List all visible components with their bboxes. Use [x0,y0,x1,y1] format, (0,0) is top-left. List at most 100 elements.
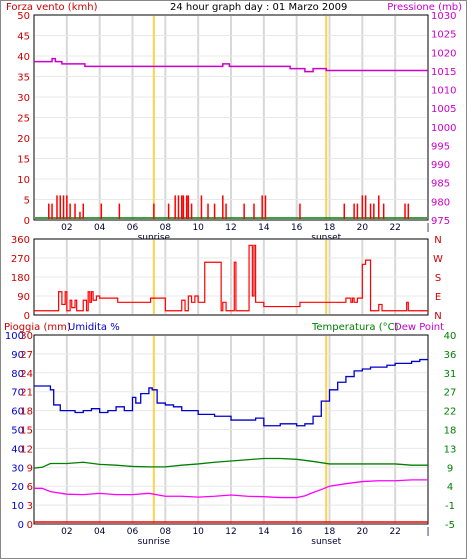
wind-tick-label: 50 [17,11,30,22]
humidity-tick-label: 60 [11,407,24,418]
rain-tick-label: 3 [27,501,33,512]
x-tick-label: 22 [389,527,400,537]
humidity-tick-label: 90 [11,350,24,361]
humidity-axis-label: Umidita % [68,322,120,333]
rain-tick-label: 6 [27,482,33,493]
wind-direction-line [34,244,428,312]
wind-tick-label: 20 [17,134,30,145]
pressure-tick-label: 1005 [431,104,456,115]
x-tick-label: 02 [61,527,72,537]
pressure-tick-label: 1000 [431,123,456,134]
x-tick-label: 12 [225,223,236,233]
humidity-tick-label: 100 [5,331,24,342]
sunrise-label: sunrise [138,233,171,243]
x-tick-label: 02 [61,223,72,233]
x-tick-label: | [426,223,429,233]
pressure-line [34,57,428,73]
direction-tick-label: 270 [11,254,30,265]
pressure-tick-label: 1010 [431,86,456,97]
humidity-tick-label: 50 [11,426,24,437]
sunset-label: sunset [311,537,341,547]
wind-tick-label: 30 [17,93,30,104]
temperature-tick-label: 22 [444,407,457,418]
pressure-tick-label: 1030 [431,11,456,22]
x-tick-label: 08 [160,223,172,233]
direction-tick-label: 360 [11,235,30,246]
compass-label: N [434,311,441,322]
temperature-tick-label: 27 [444,388,457,399]
temperature-tick-label: -5 [445,520,455,531]
x-tick-label: | [426,527,429,537]
humidity-line [34,358,428,427]
direction-tick-label: 180 [11,273,30,284]
compass-label: E [435,292,441,303]
humidity-tick-label: 10 [11,501,24,512]
temperature-tick-label: 40 [444,331,457,342]
wind-tick-label: 35 [17,73,30,84]
humidity-tick-label: 80 [11,369,24,380]
wind-tick-label: 40 [17,52,30,63]
temperature-tick-label: 18 [444,426,457,437]
pressure-tick-label: 995 [431,141,450,152]
rain-tick-label: 15 [20,426,33,437]
x-tick-label: 20 [357,223,369,233]
sunset-label: sunset [311,233,341,243]
x-tick-label: 14 [258,223,270,233]
chart-title: 24 hour graph day : 01 Marzo 2009 [170,2,347,13]
dewpoint-axis-label: Dew Point [394,322,444,333]
wind-pressure-panel: 02 04 06 08 10 12 14 16 18 20 22 | sunrise sunset 0 5 10… [17,11,456,243]
x-tick-label: 12 [225,527,236,537]
x-tick-label: 06 [127,527,139,537]
compass-label: W [433,254,443,265]
x-tick-label: 20 [357,527,369,537]
temperature-tick-label: 13 [444,444,457,455]
rain-humidity-temperature-panel: 02 04 06 08 10 12 14 16 18 20 22 |sunrise sunset0102… [5,331,456,547]
x-tick-label: 04 [94,223,106,233]
wind-tick-label: 25 [17,114,30,125]
pressure-axis-label: Pressione (mb) [387,2,462,13]
rain-tick-label: 21 [20,388,33,399]
humidity-tick-label: 40 [11,444,24,455]
temperature-axis-label: Temperatura (°C) [311,322,399,333]
humidity-tick-label: 30 [11,463,24,474]
rain-tick-label: 0 [27,520,33,531]
dewpoint-line [34,479,428,499]
x-tick-label: 18 [324,223,336,233]
pressure-tick-label: 980 [431,197,450,208]
rain-tick-label: 27 [20,350,33,361]
sunrise-label: sunrise [138,537,171,547]
pressure-tick-label: 975 [431,216,450,227]
wind-axis-label: Forza vento (kmh) [6,2,98,13]
pressure-tick-label: 990 [431,160,450,171]
temperature-tick-label: 31 [444,369,457,380]
humidity-tick-label: 20 [11,482,24,493]
wind-tick-label: 0 [24,216,30,227]
rain-tick-label: 12 [20,444,33,455]
temperature-tick-label: 9 [447,463,453,474]
x-tick-label: 16 [291,223,303,233]
direction-tick-label: 0 [24,311,30,322]
temperature-tick-label: 36 [444,350,457,361]
pressure-tick-label: 1025 [431,30,456,41]
temperature-tick-label: 4 [447,482,453,493]
x-tick-label: 14 [258,527,270,537]
wind-tick-label: 15 [17,155,30,166]
rain-tick-label: 30 [20,331,33,342]
x-tick-label: 08 [160,527,172,537]
wind-tick-label: 10 [17,175,30,186]
rain-axis-label: Pioggia (mm) [4,322,71,333]
pressure-tick-label: 1015 [431,67,456,78]
x-tick-label: 18 [324,527,336,537]
x-tick-label: 04 [94,527,106,537]
x-tick-label: 22 [389,223,400,233]
pressure-tick-label: 985 [431,179,450,190]
compass-label: S [435,273,441,284]
direction-tick-label: 90 [17,292,30,303]
humidity-tick-label: 70 [11,388,24,399]
wind-tick-label: 5 [24,196,30,207]
temperature-line [33,457,428,469]
x-tick-label: 16 [291,527,303,537]
compass-label: N [434,235,441,246]
